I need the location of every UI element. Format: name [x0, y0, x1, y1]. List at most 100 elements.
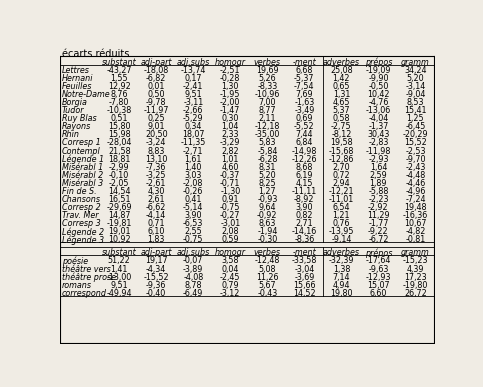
- Text: 0,71: 0,71: [147, 219, 165, 228]
- Text: -4,34: -4,34: [146, 265, 166, 274]
- Text: -1,47: -1,47: [220, 106, 241, 115]
- Text: 8,77: 8,77: [258, 106, 276, 115]
- Text: -2,71: -2,71: [183, 147, 203, 156]
- Text: -6,62: -6,62: [146, 203, 167, 212]
- Text: 34,24: 34,24: [404, 66, 426, 75]
- Text: 17,23: 17,23: [404, 273, 426, 282]
- Text: prépos: prépos: [365, 58, 392, 67]
- Text: -3,69: -3,69: [294, 273, 314, 282]
- Text: -1,30: -1,30: [220, 187, 241, 196]
- Text: Rhin: Rhin: [62, 130, 80, 139]
- Text: -17,64: -17,64: [366, 257, 391, 265]
- Text: -4,14: -4,14: [146, 211, 166, 220]
- Text: -5,88: -5,88: [368, 187, 388, 196]
- Text: 5,20: 5,20: [258, 171, 276, 180]
- Text: -32,39: -32,39: [328, 257, 354, 265]
- Text: -0,28: -0,28: [220, 74, 241, 83]
- Text: -9,90: -9,90: [368, 74, 389, 83]
- Text: 8,76: 8,76: [111, 90, 128, 99]
- Text: Ruy Blas: Ruy Blas: [62, 114, 97, 123]
- Text: -7,54: -7,54: [294, 82, 314, 91]
- Text: 9,51: 9,51: [111, 281, 128, 290]
- Text: -2,08: -2,08: [183, 179, 203, 188]
- Text: 7,14: 7,14: [333, 273, 350, 282]
- Text: 14,87: 14,87: [108, 211, 130, 220]
- Text: gramm: gramm: [401, 58, 430, 67]
- Text: 19,01: 19,01: [108, 228, 130, 236]
- Text: -3,29: -3,29: [220, 139, 241, 147]
- Text: -3,89: -3,89: [183, 265, 203, 274]
- Text: -7,36: -7,36: [146, 163, 167, 172]
- Text: -0,27: -0,27: [220, 211, 241, 220]
- Text: -0,37: -0,37: [220, 171, 241, 180]
- Text: 20,50: 20,50: [145, 130, 168, 139]
- Text: -2,45: -2,45: [220, 273, 241, 282]
- Text: -2,53: -2,53: [405, 147, 426, 156]
- Text: -19,09: -19,09: [366, 66, 391, 75]
- Text: -6,49: -6,49: [183, 289, 203, 298]
- Text: -0,26: -0,26: [183, 187, 203, 196]
- Text: 15,80: 15,80: [108, 122, 130, 131]
- Text: -2,61: -2,61: [146, 179, 167, 188]
- Text: 8,63: 8,63: [258, 219, 276, 228]
- Text: 6,84: 6,84: [296, 139, 313, 147]
- Text: verbes: verbes: [254, 58, 281, 67]
- Text: 19,80: 19,80: [330, 289, 353, 298]
- Text: -15,52: -15,52: [143, 273, 169, 282]
- Text: adverbes: adverbes: [323, 58, 360, 67]
- Text: 3,58: 3,58: [222, 257, 239, 265]
- Text: -20,29: -20,29: [403, 130, 428, 139]
- Text: gramm: gramm: [401, 248, 430, 257]
- Text: 2,82: 2,82: [222, 147, 239, 156]
- Text: 51,22: 51,22: [108, 257, 130, 265]
- Text: -2,41: -2,41: [183, 82, 203, 91]
- Text: 4,94: 4,94: [333, 281, 350, 290]
- Text: -4,82: -4,82: [405, 228, 426, 236]
- Text: -8,36: -8,36: [294, 235, 314, 245]
- Text: -13,00: -13,00: [107, 273, 132, 282]
- Text: 2,55: 2,55: [185, 228, 202, 236]
- Text: 14,54: 14,54: [108, 187, 130, 196]
- Text: -0,40: -0,40: [146, 289, 166, 298]
- Text: Légende 1: Légende 1: [62, 155, 104, 164]
- Text: 9,51: 9,51: [185, 90, 202, 99]
- Text: verbes: verbes: [254, 248, 281, 257]
- Text: théâtre vers: théâtre vers: [62, 265, 111, 274]
- Text: -1,95: -1,95: [220, 90, 241, 99]
- Text: 15,98: 15,98: [108, 130, 130, 139]
- Text: 8,25: 8,25: [258, 179, 276, 188]
- Text: -11,98: -11,98: [366, 147, 391, 156]
- Text: -19,80: -19,80: [403, 281, 428, 290]
- Text: 0,41: 0,41: [185, 195, 202, 204]
- Text: -14,98: -14,98: [292, 147, 317, 156]
- Text: adj-part: adj-part: [141, 248, 172, 257]
- Text: Trav. Mer: Trav. Mer: [62, 211, 99, 220]
- Text: -0,81: -0,81: [405, 235, 426, 245]
- Text: -4,76: -4,76: [368, 98, 388, 107]
- Text: 7,00: 7,00: [258, 98, 276, 107]
- Text: prépos: prépos: [365, 248, 392, 258]
- Text: 2,33: 2,33: [222, 130, 239, 139]
- Text: 15,41: 15,41: [404, 106, 426, 115]
- Text: adj-part: adj-part: [141, 58, 172, 67]
- Text: -ment: -ment: [292, 58, 316, 67]
- Text: -3,04: -3,04: [294, 265, 314, 274]
- Text: substant: substant: [102, 58, 137, 67]
- Text: 18,81: 18,81: [108, 155, 130, 164]
- Text: 7,69: 7,69: [296, 90, 313, 99]
- Text: -9,22: -9,22: [368, 228, 389, 236]
- Text: Tudor: Tudor: [62, 106, 85, 115]
- Text: -2,66: -2,66: [183, 106, 203, 115]
- Text: Misérabl 3: Misérabl 3: [62, 179, 103, 188]
- Text: 13,10: 13,10: [145, 155, 168, 164]
- Text: 1,21: 1,21: [333, 211, 350, 220]
- Text: Fin de S.: Fin de S.: [62, 187, 97, 196]
- Text: -0,92: -0,92: [257, 211, 278, 220]
- Text: 5,26: 5,26: [258, 74, 276, 83]
- Text: -12,86: -12,86: [328, 155, 354, 164]
- Text: 21,58: 21,58: [108, 147, 130, 156]
- Text: -0,30: -0,30: [257, 235, 277, 245]
- Text: -8,92: -8,92: [294, 195, 314, 204]
- Text: -2,05: -2,05: [109, 179, 129, 188]
- Text: 2,59: 2,59: [369, 171, 387, 180]
